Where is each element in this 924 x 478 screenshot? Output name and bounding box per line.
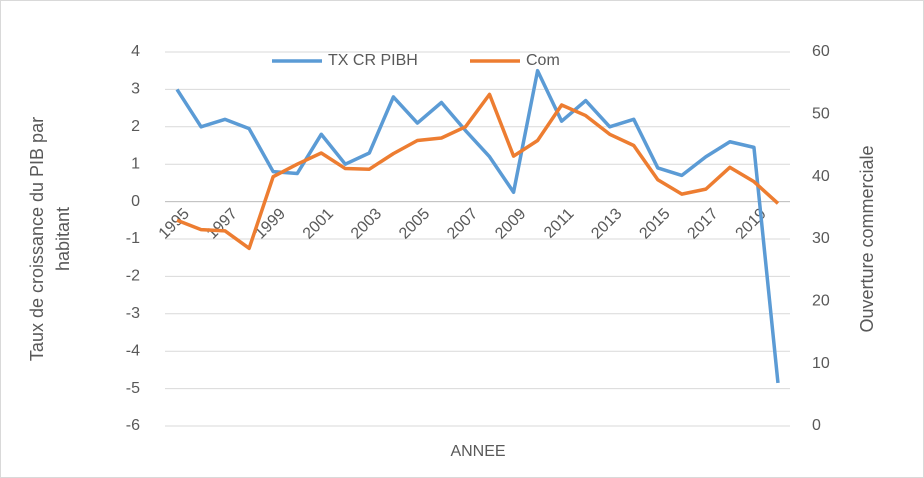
y2-tick-label: 40 (812, 168, 830, 185)
y2-tick-label: 10 (812, 355, 830, 372)
legend-label: TX CR PIBH (328, 52, 418, 69)
y-axis-label: habitant (53, 207, 73, 271)
y2-tick-label: 50 (812, 106, 830, 123)
y-tick-label: -4 (126, 342, 140, 359)
y-tick-label: 1 (131, 155, 140, 172)
y2-axis-label: Ouverture commerciale (857, 145, 877, 332)
y2-tick-label: 60 (812, 43, 830, 60)
y-tick-label: -3 (126, 305, 140, 322)
y-tick-label: 2 (131, 118, 140, 135)
y-tick-label: -1 (126, 230, 140, 247)
y2-tick-label: 30 (812, 230, 830, 247)
y-tick-label: 0 (131, 193, 140, 210)
x-axis-label: ANNEE (450, 443, 505, 460)
y-tick-label: 3 (131, 81, 140, 98)
line-series (175, 68, 780, 384)
y2-tick-label: 0 (812, 417, 821, 434)
y-axis-label: Taux de croissance du PIB par (27, 117, 47, 361)
y-tick-label: -2 (126, 268, 140, 285)
y-tick-label: 4 (131, 43, 140, 60)
y-tick-label: -6 (126, 417, 140, 434)
y-tick-label: -5 (126, 380, 140, 397)
y2-tick-label: 20 (812, 293, 830, 310)
line-series (176, 92, 780, 251)
legend-label: Com (526, 52, 560, 69)
